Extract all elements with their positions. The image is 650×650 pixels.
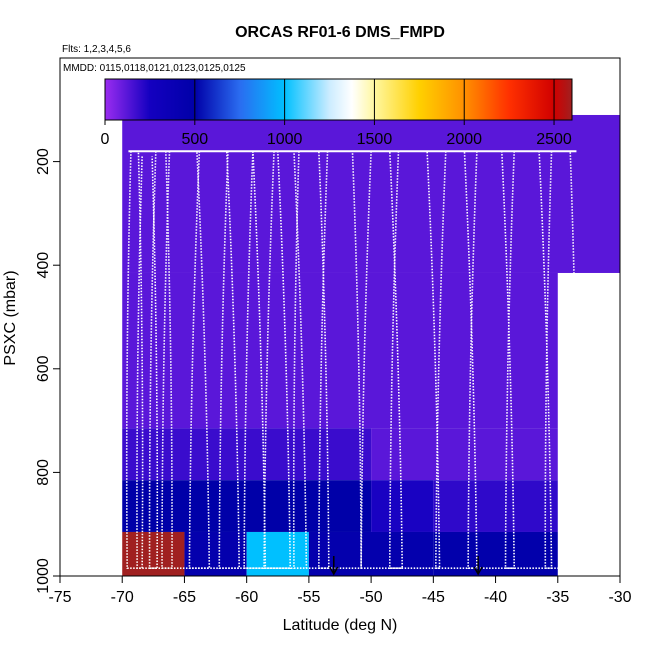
- y-axis-title: PSXC (mbar): [2, 270, 19, 365]
- flight-profile-2: [148, 151, 173, 570]
- colorbar-tick-label-2: 1000: [267, 131, 303, 148]
- bottom-arrows: [329, 556, 483, 576]
- colorbar-tick-label-5: 2500: [536, 131, 572, 148]
- x-tick-label-9: -30: [608, 589, 631, 606]
- flight-profiles: [125, 150, 579, 570]
- heatmap-cell-0: [122, 114, 620, 273]
- heatmap-cell-1: [122, 272, 558, 429]
- colorbar-bar: [104, 78, 573, 121]
- plot-frame: [59, 57, 621, 577]
- x-tick-label-6: -45: [422, 589, 445, 606]
- flights-subtitle: Flts: 1,2,3,4,5,6: [62, 44, 131, 55]
- colorbar: 0 500 1000 1500 2000 2500: [101, 78, 573, 148]
- y-tick-label-1: 400: [35, 252, 52, 279]
- flight-profile-4: [188, 151, 241, 570]
- heatmap-cell-11: [433, 531, 558, 576]
- flight-profile-3: [161, 151, 211, 570]
- heatmap-cells: [122, 114, 620, 576]
- x-tick-label-3: -60: [235, 589, 258, 606]
- colorbar-tick-label-1: 500: [181, 131, 208, 148]
- flight-profile-0: [125, 151, 144, 570]
- heatmap-cell-8: [184, 531, 247, 576]
- x-tick-label-1: -70: [111, 589, 134, 606]
- x-tick-label-4: -55: [297, 589, 320, 606]
- flight-profile-11: [388, 151, 441, 570]
- heatmap-cell-10: [308, 531, 434, 576]
- x-tick-label-7: -40: [484, 589, 507, 606]
- y-tick-label-3: 800: [35, 459, 52, 486]
- chart-title: ORCAS RF01-6 DMS_FMPD: [235, 24, 445, 41]
- x-tick-label-2: -65: [173, 589, 196, 606]
- heatmap-cell-3: [371, 428, 558, 481]
- heatmap-cell-4: [122, 480, 372, 532]
- bottom-arrow-head-0: [329, 566, 339, 576]
- x-tick-label-5: -50: [360, 589, 383, 606]
- colorbar-tick-label-3: 1500: [357, 131, 393, 148]
- x-tick-label-0: -75: [48, 589, 71, 606]
- flight-profile-6: [243, 151, 292, 570]
- flight-profile-9: [318, 151, 362, 570]
- colorbar-tick-label-0: 0: [101, 131, 110, 148]
- x-axis-title: Latitude (deg N): [283, 617, 398, 634]
- flight-profile-15: [544, 151, 579, 570]
- dates-subtitle: MMDD: 0115,0118,0121,0123,0125,0125: [63, 63, 246, 74]
- heatmap-cell-2: [122, 428, 372, 481]
- colorbar-tick-label-4: 2000: [446, 131, 482, 148]
- heatmap-cell-5: [371, 480, 434, 532]
- flight-profile-5: [218, 151, 267, 570]
- flight-profile-13: [467, 151, 516, 570]
- heatmap-cell-9: [246, 531, 309, 576]
- flight-profile-14: [504, 151, 553, 570]
- x-tick-label-8: -35: [546, 589, 569, 606]
- flight-profile-10: [360, 151, 404, 570]
- bottom-arrow-head-1: [473, 566, 483, 576]
- flight-profile-7: [263, 151, 308, 570]
- flight-profile-12: [435, 151, 478, 570]
- heatmap-cell-7: [122, 531, 185, 576]
- heatmap-cell-6: [433, 480, 558, 532]
- y-tick-label-0: 200: [35, 148, 52, 175]
- y-tick-label-4: 1000: [35, 558, 52, 594]
- y-tick-label-2: 600: [35, 355, 52, 382]
- axes: -75 -70 -65 -60 -55 -50 -45 -40 -35 -30 200 400 600 8…: [35, 57, 632, 606]
